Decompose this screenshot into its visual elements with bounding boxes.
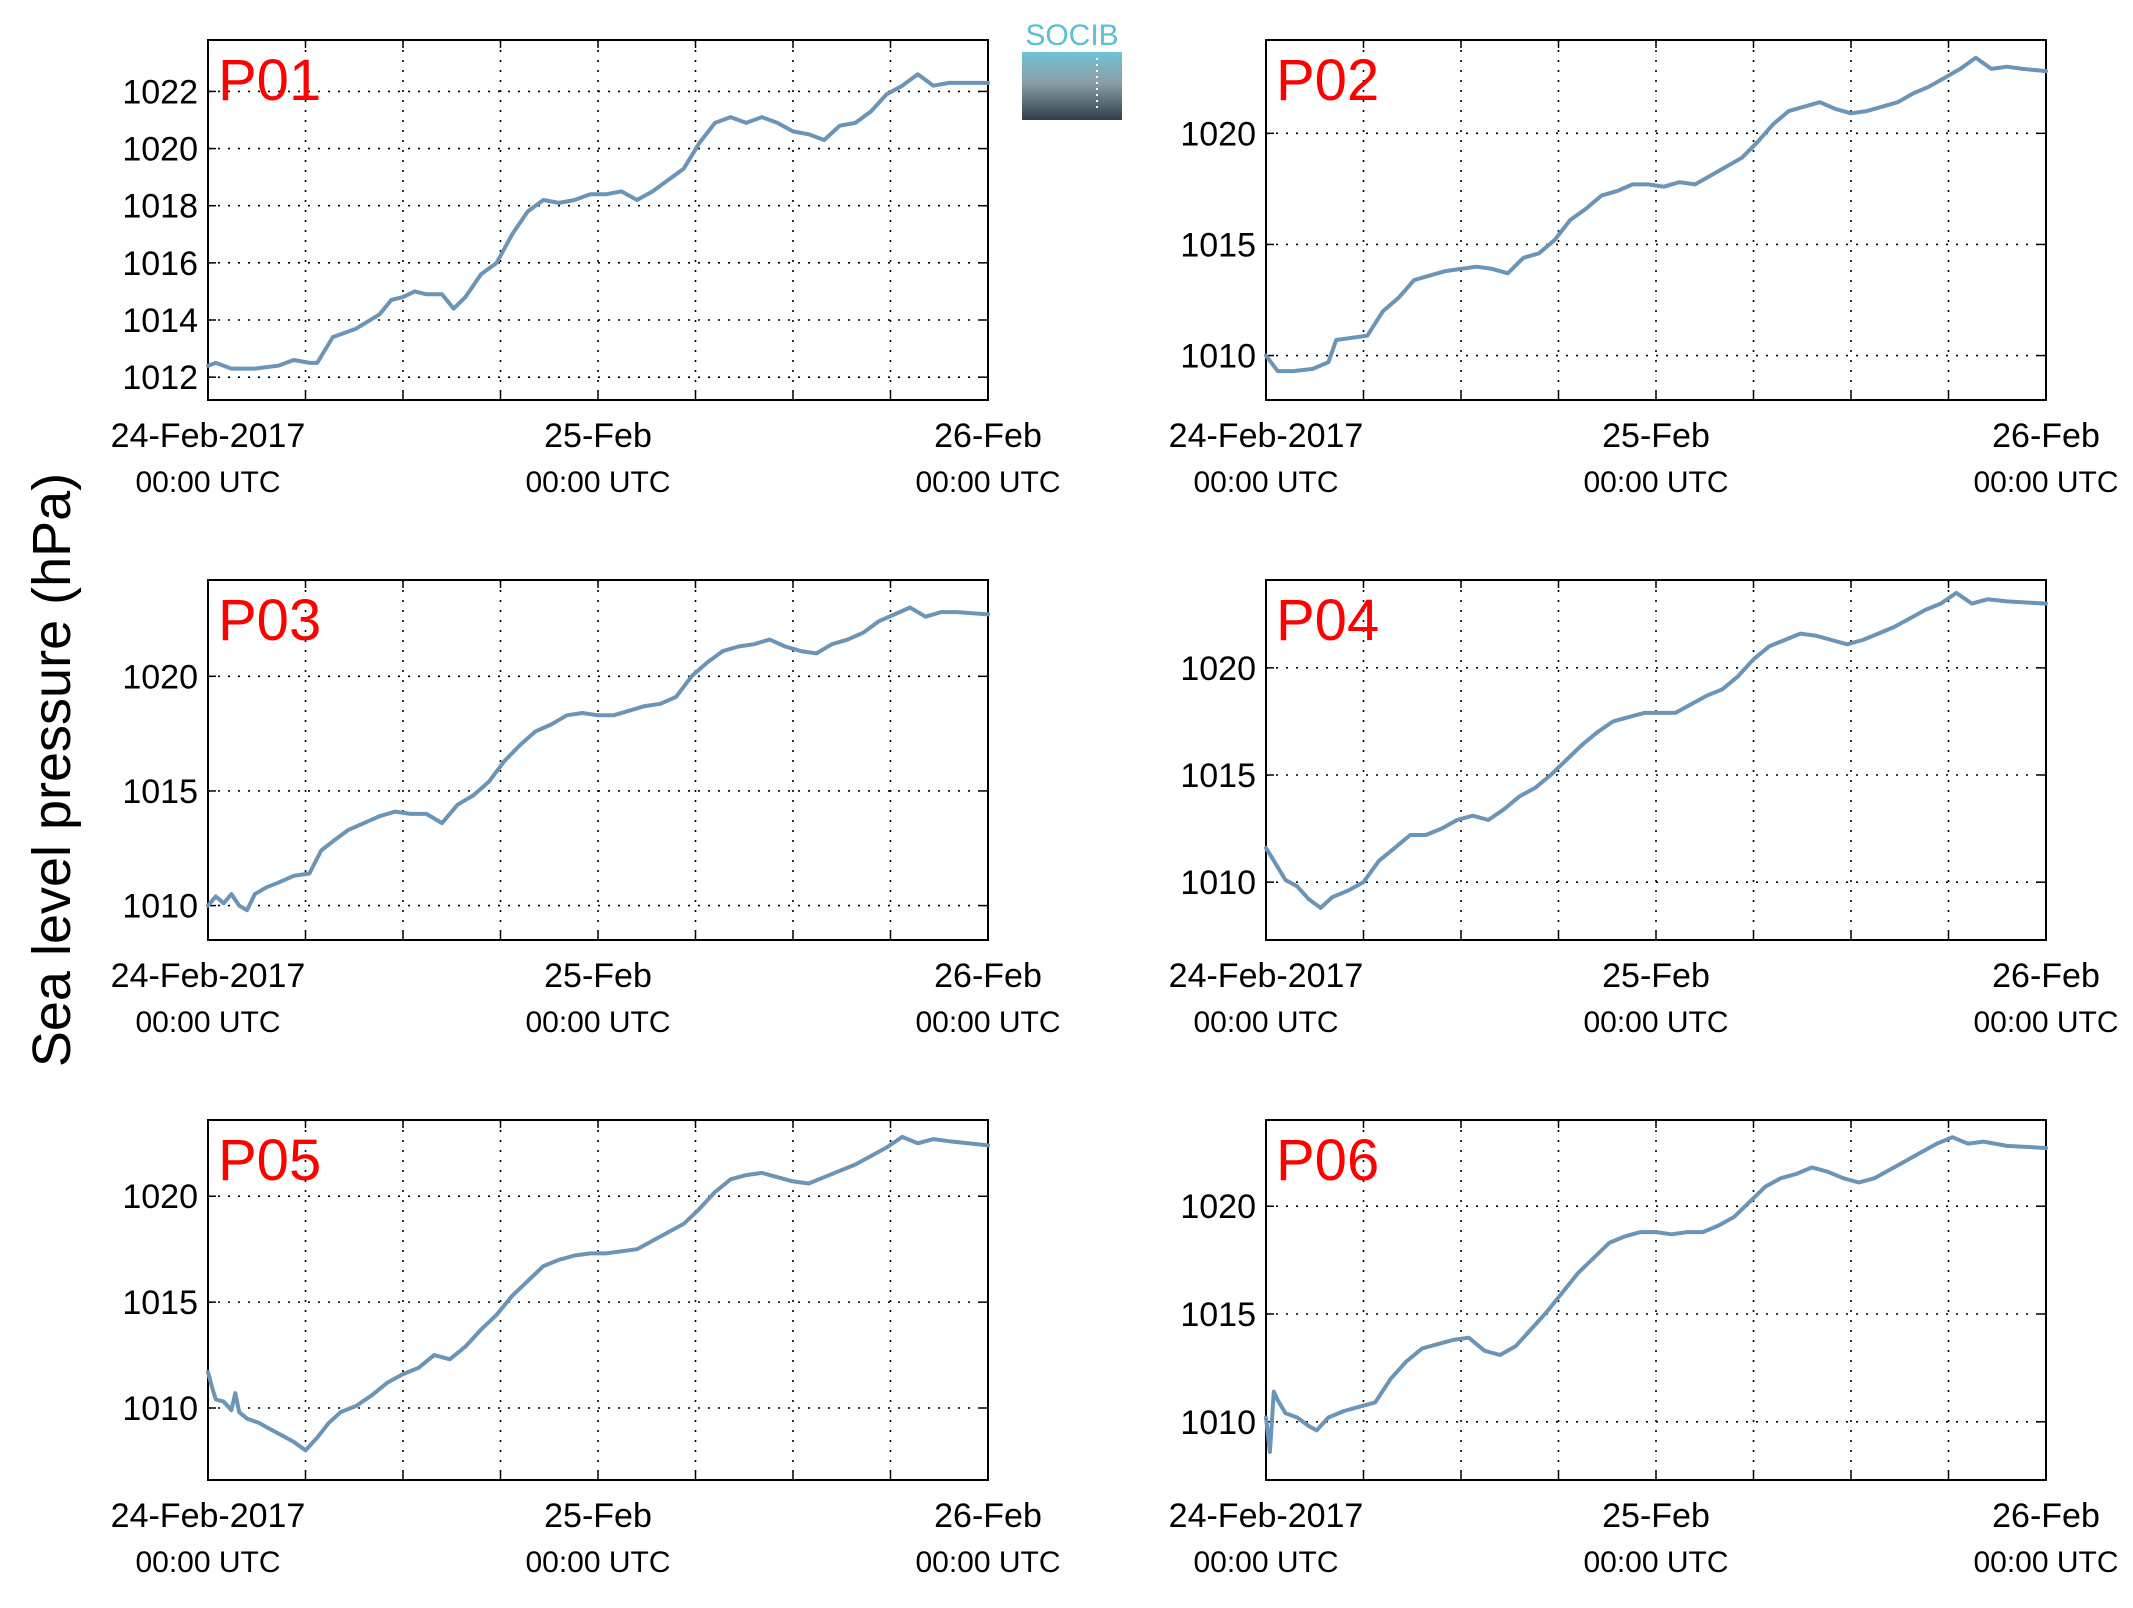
y-tick-label: 1014 bbox=[122, 302, 198, 340]
x-tick-label: 25-Feb bbox=[1602, 957, 1710, 995]
x-tick-label: 25-Feb bbox=[544, 957, 652, 995]
x-tick-label: 25-Feb bbox=[544, 417, 652, 455]
panel-p01: 1012 1014 1016 1018 1020 1022 24-Feb-2017 00:00… bbox=[111, 39, 1061, 499]
y-tick-label: 1010 bbox=[1180, 338, 1256, 376]
panels: 1012 1014 1016 1018 1020 1022 24-Feb-2017 00:00… bbox=[111, 39, 2119, 1579]
x-tick-label: 24-Feb-2017 bbox=[1169, 957, 1364, 995]
y-axis-label: Sea level pressure (hPa) bbox=[22, 473, 82, 1067]
panel-p03: 1010 1015 1020 24-Feb-2017 00:00 UTC 25-Feb 00… bbox=[111, 579, 1061, 1039]
panel-p06: 1010 1015 1020 24-Feb-2017 00:00 UTC 25-Feb 00… bbox=[1169, 1119, 2119, 1579]
y-tick-label: 1010 bbox=[1180, 1404, 1256, 1442]
axes-frame bbox=[1265, 1119, 2047, 1481]
pressure-series-line bbox=[1264, 1135, 2048, 1454]
x-tick-label: 26-Feb bbox=[934, 417, 1042, 455]
y-tick-label: 1020 bbox=[1180, 115, 1256, 153]
panel-p04: 1010 1015 1020 24-Feb-2017 00:00 UTC 25-Feb 00… bbox=[1169, 579, 2119, 1039]
axes-frame bbox=[207, 1119, 989, 1481]
logo-text: SOCIB bbox=[1025, 19, 1118, 52]
x-tick-sublabel: 00:00 UTC bbox=[1583, 1546, 1728, 1579]
x-tick-sublabel: 00:00 UTC bbox=[1193, 1546, 1338, 1579]
x-tick-sublabel: 00:00 UTC bbox=[1583, 1006, 1728, 1039]
x-tick-label: 25-Feb bbox=[1602, 417, 1710, 455]
pressure-series-line bbox=[1264, 590, 2048, 910]
pressure-series-line bbox=[206, 1134, 990, 1453]
panel-label: P03 bbox=[218, 588, 321, 653]
y-tick-label: 1012 bbox=[122, 359, 198, 397]
x-tick-sublabel: 00:00 UTC bbox=[1193, 466, 1338, 499]
x-tick-sublabel: 00:00 UTC bbox=[525, 466, 670, 499]
y-tick-label: 1015 bbox=[122, 1284, 198, 1322]
y-tick-label: 1022 bbox=[122, 73, 198, 111]
x-tick-sublabel: 00:00 UTC bbox=[915, 1546, 1060, 1579]
socib-logo-icon: SOCIB bbox=[1022, 19, 1122, 120]
y-tick-label: 1015 bbox=[1180, 757, 1256, 795]
x-tick-sublabel: 00:00 UTC bbox=[915, 466, 1060, 499]
y-tick-label: 1018 bbox=[122, 188, 198, 226]
axes-frame bbox=[1265, 579, 2047, 941]
x-tick-label: 25-Feb bbox=[544, 1497, 652, 1535]
x-tick-sublabel: 00:00 UTC bbox=[135, 1006, 280, 1039]
y-tick-label: 1010 bbox=[122, 888, 198, 926]
y-tick-label: 1010 bbox=[1180, 864, 1256, 902]
y-tick-label: 1020 bbox=[122, 1178, 198, 1216]
x-tick-label: 25-Feb bbox=[1602, 1497, 1710, 1535]
panel-label: P06 bbox=[1276, 1128, 1379, 1193]
y-tick-label: 1020 bbox=[122, 131, 198, 169]
pressure-series-line bbox=[206, 605, 990, 913]
x-tick-sublabel: 00:00 UTC bbox=[1193, 1006, 1338, 1039]
x-tick-label: 24-Feb-2017 bbox=[1169, 417, 1364, 455]
axes-frame bbox=[207, 39, 989, 401]
x-tick-sublabel: 00:00 UTC bbox=[525, 1006, 670, 1039]
x-tick-label: 26-Feb bbox=[934, 1497, 1042, 1535]
y-tick-label: 1015 bbox=[122, 773, 198, 811]
x-tick-label: 26-Feb bbox=[1992, 417, 2100, 455]
panel-label: P05 bbox=[218, 1128, 321, 1193]
pressure-series-line bbox=[1264, 55, 2048, 374]
panel-p02: 1010 1015 1020 24-Feb-2017 00:00 UTC 25-Feb 00… bbox=[1169, 39, 2119, 499]
panel-label: P01 bbox=[218, 48, 321, 113]
panel-p05: 1010 1015 1020 24-Feb-2017 00:00 UTC 25-Feb 00… bbox=[111, 1119, 1061, 1579]
x-tick-sublabel: 00:00 UTC bbox=[135, 466, 280, 499]
x-tick-label: 24-Feb-2017 bbox=[1169, 1497, 1364, 1535]
x-tick-label: 24-Feb-2017 bbox=[111, 1497, 306, 1535]
x-tick-label: 26-Feb bbox=[934, 957, 1042, 995]
x-tick-label: 26-Feb bbox=[1992, 957, 2100, 995]
panel-label: P04 bbox=[1276, 588, 1379, 653]
x-tick-sublabel: 00:00 UTC bbox=[1973, 1546, 2118, 1579]
y-tick-label: 1015 bbox=[1180, 1296, 1256, 1334]
y-tick-label: 1020 bbox=[1180, 650, 1256, 688]
y-tick-label: 1010 bbox=[122, 1390, 198, 1428]
x-tick-sublabel: 00:00 UTC bbox=[1973, 466, 2118, 499]
pressure-series-line bbox=[206, 72, 990, 371]
axes-frame bbox=[207, 579, 989, 941]
y-tick-label: 1016 bbox=[122, 245, 198, 283]
y-tick-label: 1020 bbox=[122, 658, 198, 696]
x-tick-label: 24-Feb-2017 bbox=[111, 957, 306, 995]
y-tick-label: 1020 bbox=[1180, 1188, 1256, 1226]
x-tick-sublabel: 00:00 UTC bbox=[1973, 1006, 2118, 1039]
x-tick-label: 26-Feb bbox=[1992, 1497, 2100, 1535]
axes-frame bbox=[1265, 39, 2047, 401]
x-tick-sublabel: 00:00 UTC bbox=[915, 1006, 1060, 1039]
x-tick-sublabel: 00:00 UTC bbox=[1583, 466, 1728, 499]
panel-label: P02 bbox=[1276, 48, 1379, 113]
x-tick-sublabel: 00:00 UTC bbox=[135, 1546, 280, 1579]
x-tick-sublabel: 00:00 UTC bbox=[525, 1546, 670, 1579]
y-tick-label: 1015 bbox=[1180, 226, 1256, 264]
x-tick-label: 24-Feb-2017 bbox=[111, 417, 306, 455]
